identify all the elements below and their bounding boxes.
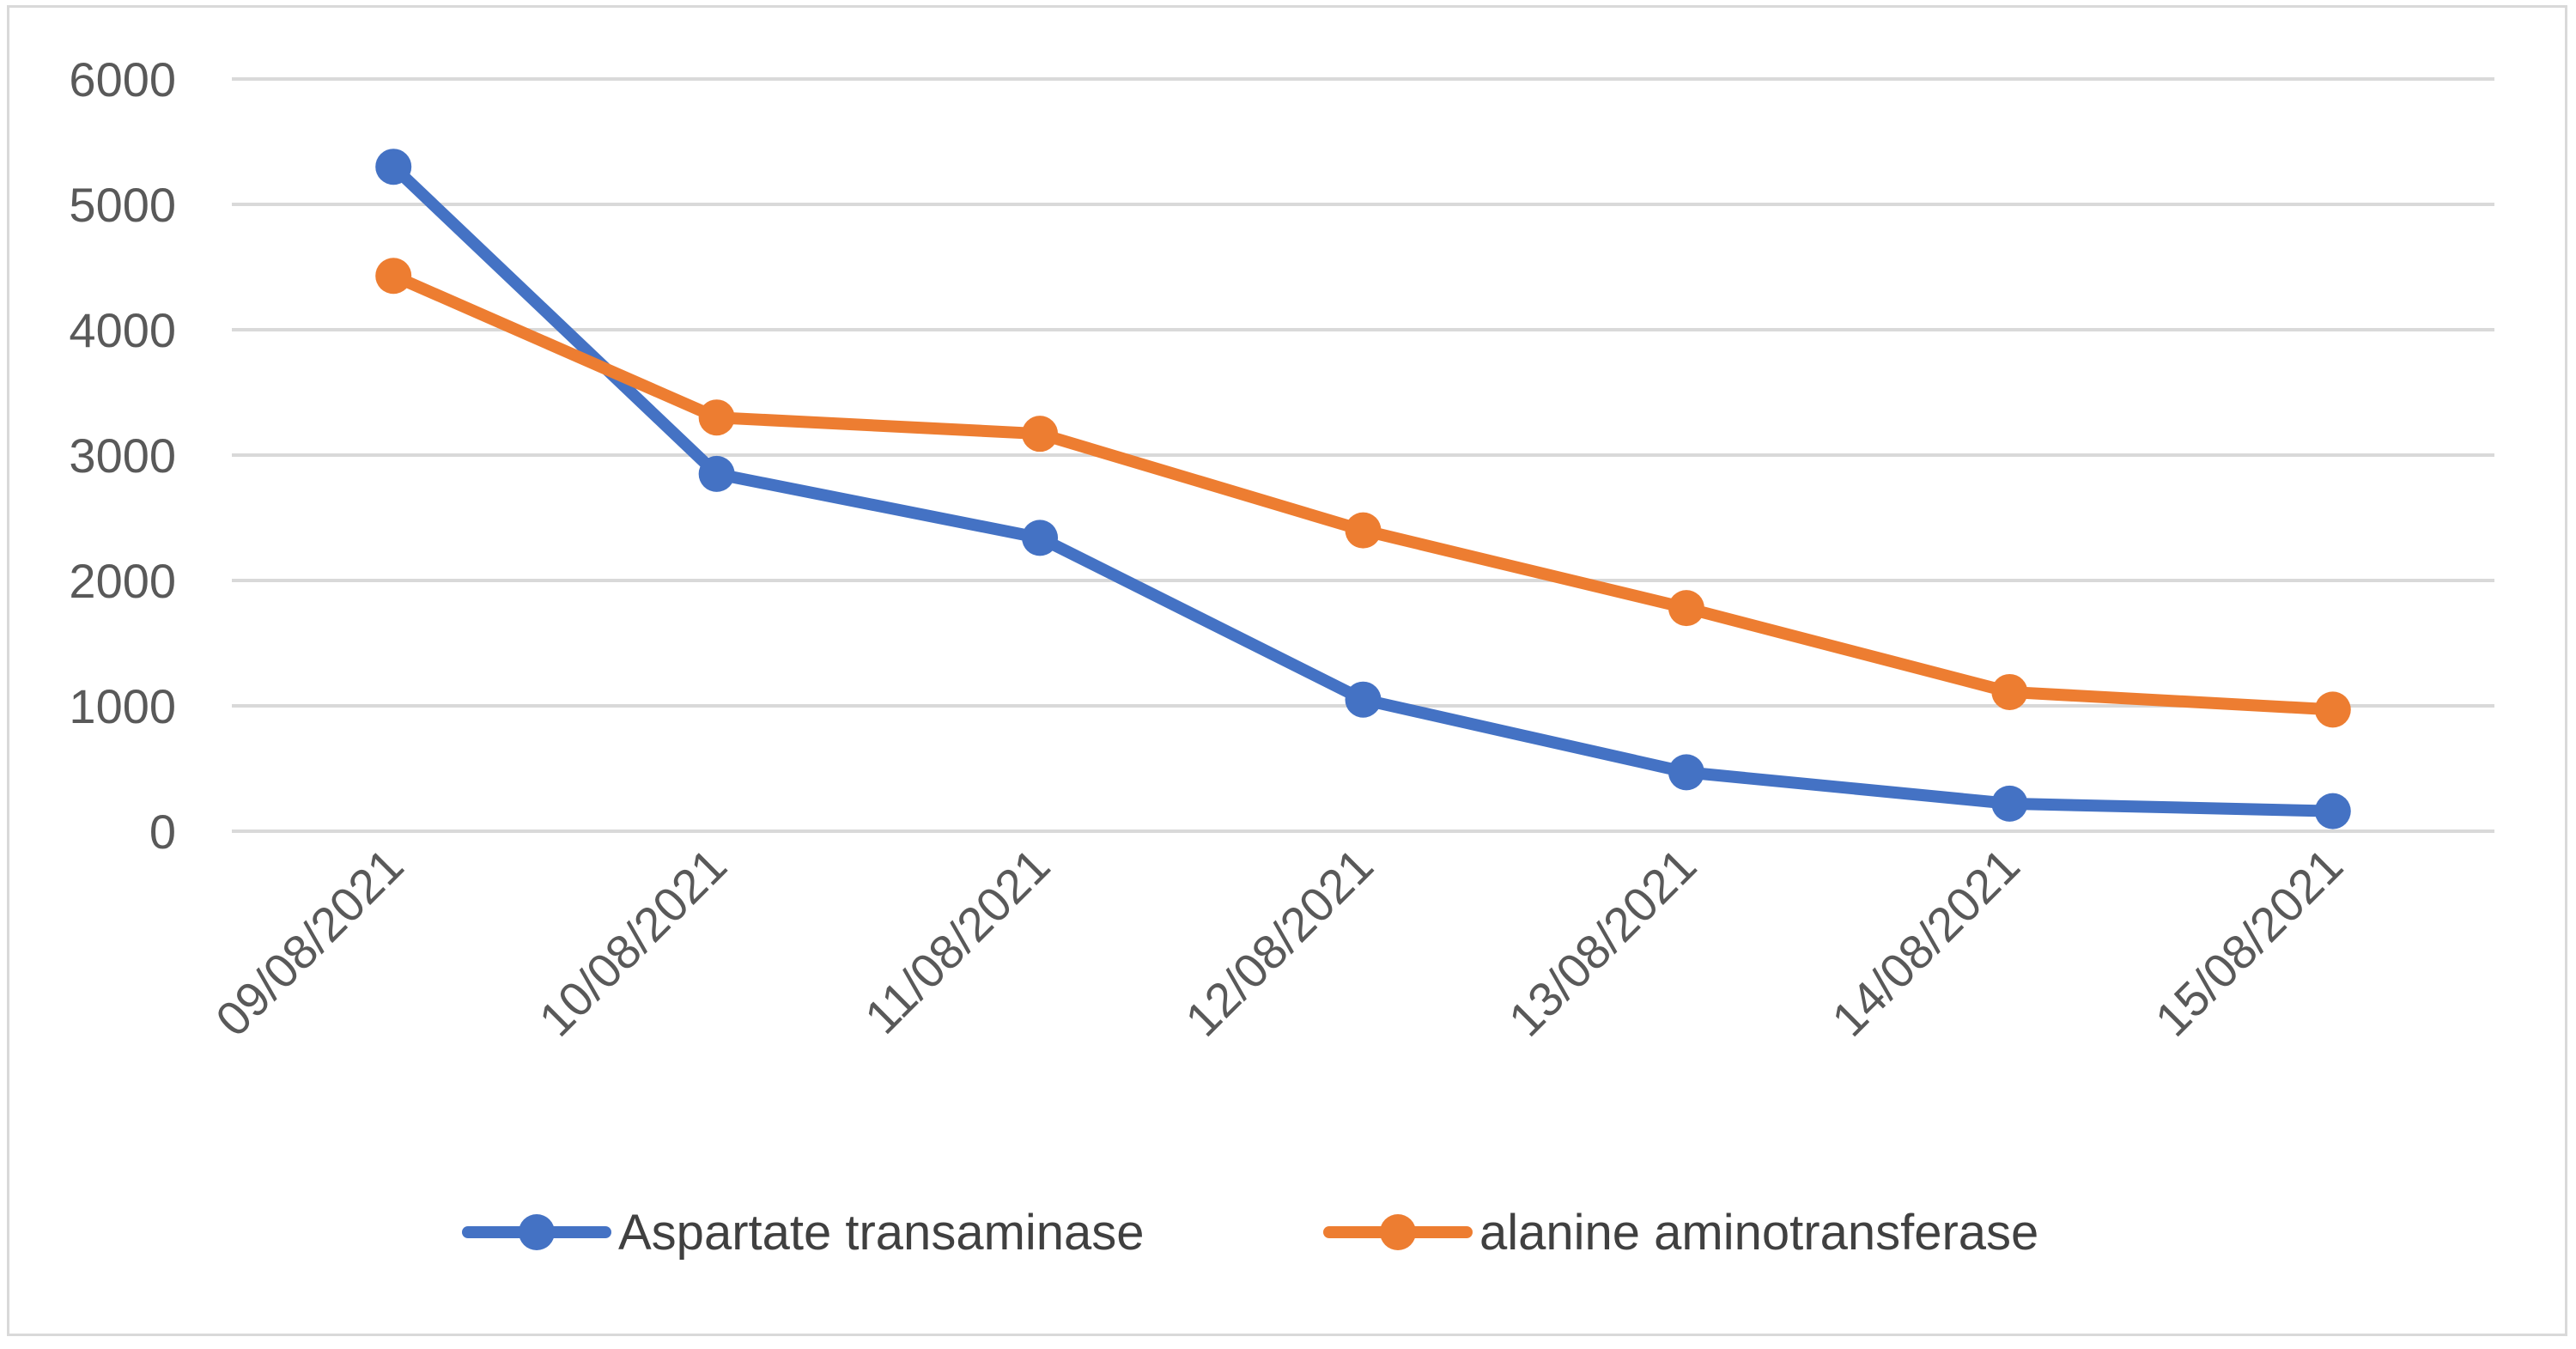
legend-item: alanine aminotransferase	[1323, 1205, 2038, 1261]
chart-frame	[7, 5, 2567, 1336]
data-point	[375, 149, 412, 185]
data-point	[698, 399, 735, 436]
data-point	[375, 258, 412, 295]
data-point	[2314, 793, 2351, 829]
x-tick-label: 12/08/2021	[1175, 838, 1383, 1047]
data-point	[1345, 512, 1382, 549]
x-tick-label: 14/08/2021	[1821, 838, 2030, 1047]
y-tick-label: 4000	[69, 303, 176, 357]
data-point	[1022, 416, 1059, 453]
series-lines	[375, 149, 2351, 829]
legend: Aspartate transaminase alanine aminotrans…	[462, 1205, 2038, 1261]
data-point	[1345, 681, 1382, 718]
y-tick-label: 2000	[69, 554, 176, 608]
y-tick-label: 0	[149, 805, 176, 859]
x-axis-tick-labels: 09/08/2021 10/08/2021 11/08/2021 12/08/2021…	[205, 838, 2353, 1047]
y-tick-label: 6000	[69, 52, 176, 106]
gridlines	[232, 77, 2494, 833]
y-tick-label: 3000	[69, 428, 176, 483]
y-tick-label: 1000	[69, 679, 176, 733]
series-line	[387, 270, 2339, 716]
legend-marker	[519, 1214, 555, 1250]
data-point	[1991, 673, 2028, 710]
data-point	[1991, 785, 2028, 822]
legend-item: Aspartate transaminase	[462, 1205, 1145, 1261]
x-tick-label: 11/08/2021	[854, 838, 1060, 1044]
legend-marker	[1380, 1214, 1416, 1250]
series-1	[375, 149, 2351, 829]
x-tick-label: 13/08/2021	[1498, 838, 1707, 1047]
series-2	[375, 258, 2351, 728]
legend-label: Aspartate transaminase	[618, 1205, 1145, 1261]
x-tick-label: 10/08/2021	[528, 838, 737, 1047]
data-point	[1668, 754, 1704, 791]
data-point	[2314, 691, 2351, 728]
data-point	[1668, 590, 1704, 627]
x-tick-label: 15/08/2021	[2145, 838, 2354, 1047]
x-tick-label: 09/08/2021	[205, 838, 414, 1047]
data-point	[698, 455, 735, 492]
y-tick-label: 5000	[69, 178, 176, 232]
data-point	[1022, 520, 1059, 556]
y-axis-tick-labels: 0 1000 2000 3000 4000 5000 6000	[69, 52, 176, 859]
legend-label: alanine aminotransferase	[1479, 1205, 2038, 1261]
